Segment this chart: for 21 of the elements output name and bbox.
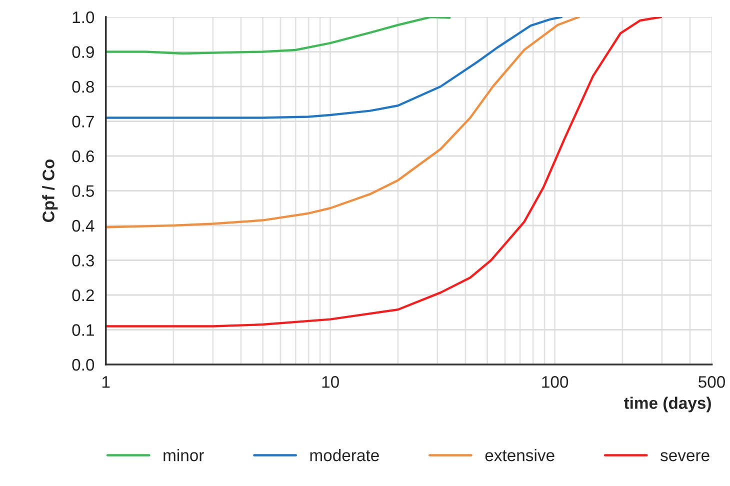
y-tick-label: 0.0	[72, 358, 94, 371]
x-tick-label: 100	[542, 376, 568, 388]
y-tick-label: 0.4	[72, 220, 94, 232]
y-tick-label: 0.5	[72, 185, 94, 197]
y-tick-label: 0.9	[72, 46, 94, 58]
y-tick-label: 1.0	[72, 11, 94, 24]
y-tick-label: 0.1	[72, 324, 94, 336]
y-tick-label: 0.3	[72, 254, 94, 266]
x-tick-label: 10	[322, 376, 339, 388]
x-tick-label: 500	[698, 376, 726, 388]
legend-label: extensive	[485, 449, 554, 462]
legend-label: moderate	[310, 449, 379, 462]
y-axis-title: Cpf / Co	[42, 159, 58, 222]
x-tick-label: 1	[102, 376, 110, 388]
y-tick-label: 0.8	[72, 80, 94, 93]
x-axis-title: time (days)	[624, 396, 711, 412]
y-tick-label: 0.2	[72, 289, 94, 302]
legend-label: severe	[660, 452, 710, 462]
y-tick-label: 0.7	[72, 116, 94, 128]
legend-label: minor	[164, 449, 204, 462]
y-tick-label: 0.6	[72, 150, 94, 162]
